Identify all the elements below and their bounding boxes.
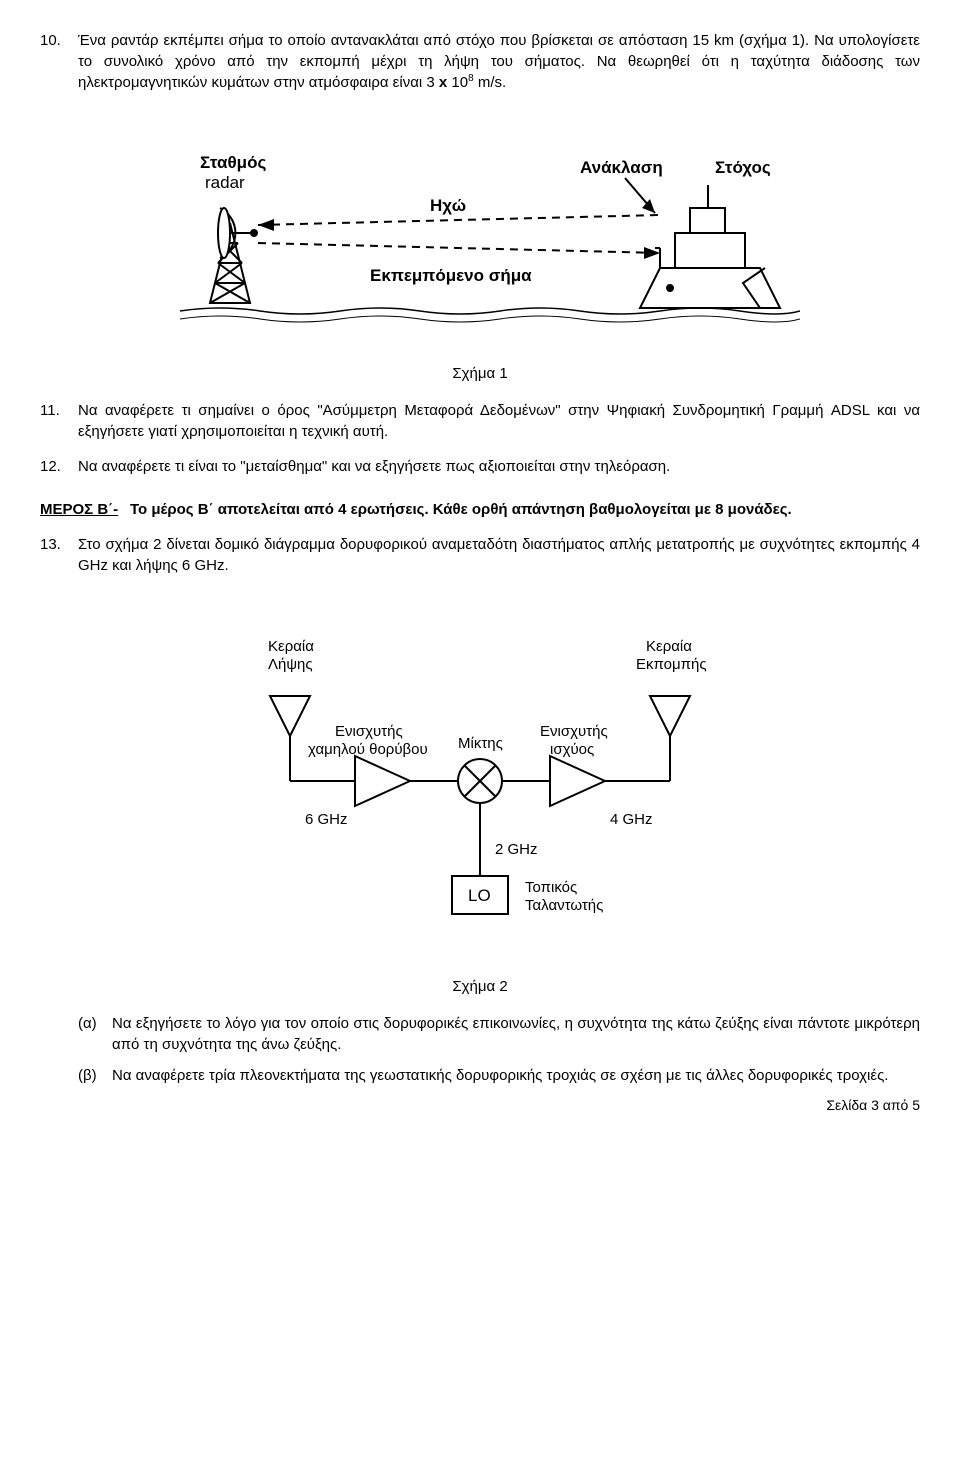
question-13: 13. Στο σχήμα 2 δίνεται δομικό διάγραμμα… [40,534,920,576]
label-ant-tx2: Εκπομπής [636,656,707,673]
question-11: 11. Να αναφέρετε τι σημαίνει ο όρος "Ασύ… [40,400,920,442]
q13b-label: (β) [78,1065,112,1086]
label-lna2: χαμηλού θορύβου [308,741,428,758]
label-mixer: Μίκτης [458,735,503,752]
q11-number: 11. [40,400,78,442]
label-6ghz: 6 GHz [305,811,348,828]
part-b-label: ΜΕΡΟΣ Β΄- [40,499,130,520]
label-target: Στόχος [715,158,771,177]
q10-number: 10. [40,30,78,93]
label-lna1: Ενισχυτής [335,723,403,740]
label-pa2: ισχύος [550,741,594,758]
figure-1-caption: Σχήμα 1 [40,363,920,384]
label-echo: Ηχώ [430,196,466,215]
q13a-text: Να εξηγήσετε το λόγο για τον οποίο στις … [112,1013,920,1055]
label-lo: LO [468,886,491,905]
label-station: Σταθμός [200,153,266,172]
q13-text: Στο σχήμα 2 δίνεται δομικό διάγραμμα δορ… [78,534,920,576]
question-10: 10. Ένα ραντάρ εκπέμπει σήμα το οποίο αν… [40,30,920,93]
transponder-diagram: Κεραία Λήψης Κεραία Εκπομπής Ενισχυτής χ… [200,596,760,956]
radar-diagram: Σταθμός radar Στόχος Ηχώ Εκπεμπόμενο σήμ… [160,113,800,343]
label-2ghz: 2 GHz [495,841,538,858]
question-13b: (β) Να αναφέρετε τρία πλεονεκτήματα της … [78,1065,920,1086]
question-13a: (α) Να εξηγήσετε το λόγο για τον οποίο σ… [78,1013,920,1055]
label-lo1: Τοπικός [525,879,577,896]
q13-number: 13. [40,534,78,576]
q10-text: Ένα ραντάρ εκπέμπει σήμα το οποίο αντανα… [78,30,920,93]
label-pa1: Ενισχυτής [540,723,608,740]
label-radar: radar [205,173,245,192]
part-b-header: ΜΕΡΟΣ Β΄- Το μέρος Β΄ αποτελείται από 4 … [40,499,920,520]
q12-text: Να αναφέρετε τι είναι το "μεταίσθημα" κα… [78,456,920,477]
label-ant-rx1: Κεραία [268,638,314,655]
figure-2: Κεραία Λήψης Κεραία Εκπομπής Ενισχυτής χ… [40,596,920,956]
label-ant-tx1: Κεραία [646,638,692,655]
label-4ghz: 4 GHz [610,811,653,828]
figure-2-caption: Σχήμα 2 [40,976,920,997]
label-lo2: Ταλαντωτής [525,897,603,914]
label-emit: Εκπεμπόμενο σήμα [370,266,532,285]
label-ant-rx2: Λήψης [268,656,313,673]
part-b-text: Το μέρος Β΄ αποτελείται από 4 ερωτήσεις.… [130,499,920,520]
q12-number: 12. [40,456,78,477]
q13b-text: Να αναφέρετε τρία πλεονεκτήματα της γεωσ… [112,1065,920,1086]
figure-1: Σταθμός radar Στόχος Ηχώ Εκπεμπόμενο σήμ… [40,113,920,343]
q11-text: Να αναφέρετε τι σημαίνει ο όρος "Ασύμμετ… [78,400,920,442]
label-reflection: Ανάκλαση [580,158,663,177]
q13a-label: (α) [78,1013,112,1055]
page-footer: Σελίδα 3 από 5 [40,1096,920,1116]
question-12: 12. Να αναφέρετε τι είναι το "μεταίσθημα… [40,456,920,477]
